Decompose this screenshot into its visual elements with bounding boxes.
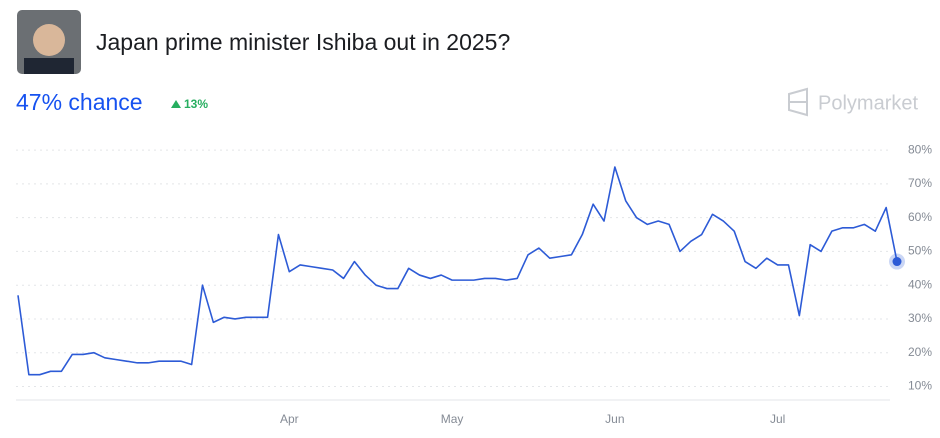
x-tick-label: May [441,412,464,426]
brand: Polymarket [818,92,918,114]
change-arrow [171,100,181,108]
y-tick-label: 20% [908,345,932,359]
y-tick-label: 60% [908,210,932,224]
brand-logo [788,87,808,117]
y-tick-label: 40% [908,277,932,291]
y-tick-label: 10% [908,379,932,393]
x-tick-label: Apr [280,412,299,426]
market-image-suit [24,58,74,74]
y-tick-label: 70% [908,176,932,190]
y-tick-label: 30% [908,311,932,325]
x-tick-label: Jul [770,412,785,426]
y-tick-label: 80% [908,142,932,156]
change: 13% [184,97,208,111]
x-tick-label: Jun [605,412,624,426]
market-title: Japan prime minister Ishiba out in 2025? [96,29,510,55]
end-point [892,257,902,267]
line [17,166,898,376]
chance: 47% chance [16,89,143,115]
market-image-face [33,24,65,56]
y-tick-label: 50% [908,244,932,258]
